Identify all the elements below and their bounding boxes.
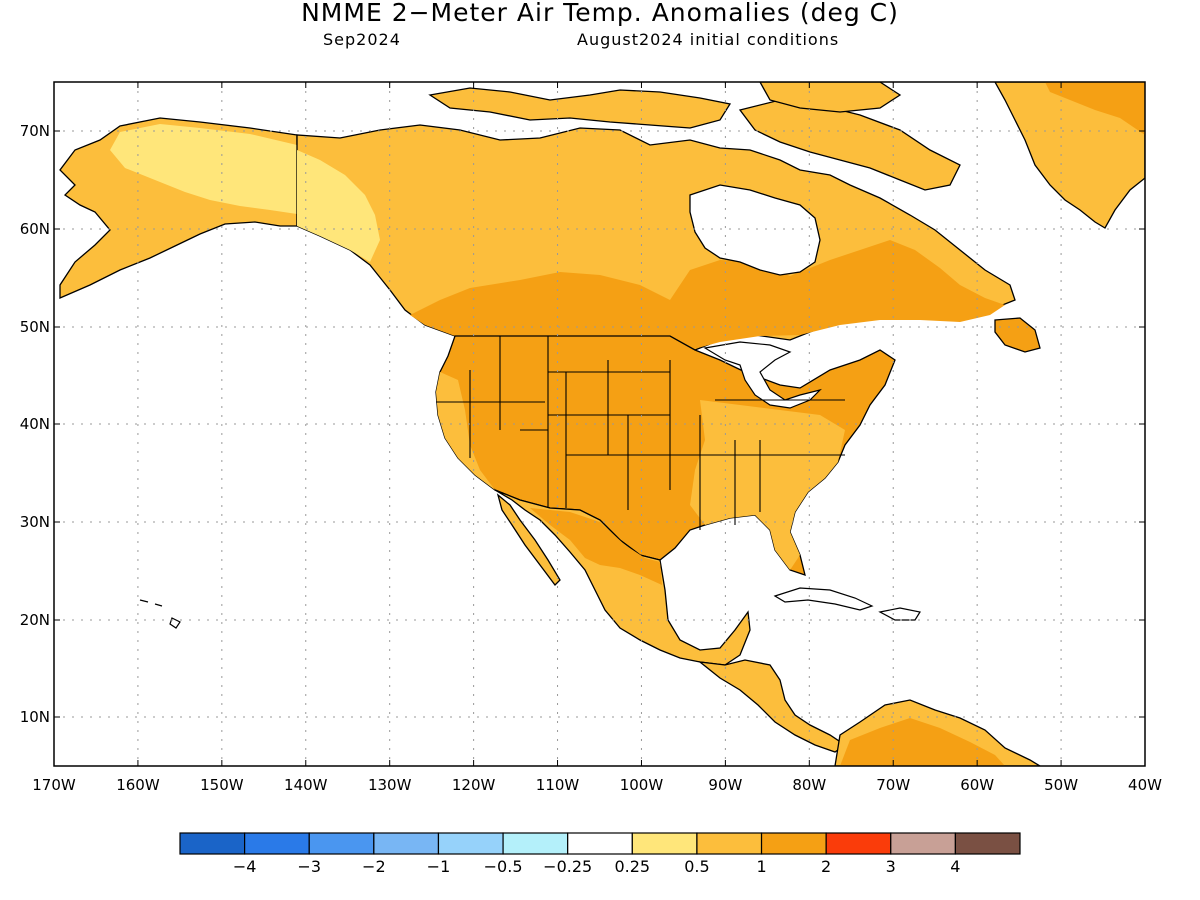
longitude-label: 60W bbox=[960, 776, 994, 794]
latitude-label: 70N bbox=[20, 122, 50, 140]
latitude-label: 20N bbox=[20, 611, 50, 629]
longitude-label: 100W bbox=[620, 776, 664, 794]
colorbar-label: −3 bbox=[297, 857, 321, 876]
alaska-cool-anomaly bbox=[110, 124, 297, 214]
southeast-usa-anomaly bbox=[690, 400, 845, 570]
hawaii-islands bbox=[139, 599, 181, 629]
colorbar bbox=[179, 832, 1021, 855]
colorbar-swatch bbox=[954, 832, 1021, 855]
colorbar-label: −1 bbox=[427, 857, 451, 876]
land-newfoundland bbox=[994, 317, 1041, 353]
colorbar-swatch bbox=[502, 832, 569, 855]
land-cuba bbox=[773, 587, 874, 611]
greenland-warm-anomaly bbox=[1045, 82, 1145, 135]
land-mexico bbox=[494, 489, 751, 666]
colorbar-label: 1 bbox=[756, 857, 766, 876]
longitude-label: 170W bbox=[32, 776, 76, 794]
great-lakes bbox=[703, 341, 822, 409]
colorbar-label: 3 bbox=[886, 857, 896, 876]
colorbar-label: −0.25 bbox=[543, 857, 592, 876]
colorbar-label: −2 bbox=[362, 857, 386, 876]
colorbar-swatch bbox=[567, 832, 633, 855]
colorbar-label: 2 bbox=[821, 857, 831, 876]
longitude-label: 120W bbox=[452, 776, 496, 794]
land-greenland bbox=[994, 82, 1145, 229]
colorbar-swatch bbox=[437, 832, 504, 855]
latitude-label: 30N bbox=[20, 513, 50, 531]
yukon-cool-anomaly bbox=[297, 150, 380, 262]
baja-california bbox=[496, 493, 561, 586]
latitude-labels: 70N 60N 50N 40N 30N 20N 10N bbox=[20, 122, 50, 726]
colorbar-swatch bbox=[308, 832, 375, 855]
longitude-label: 50W bbox=[1044, 776, 1078, 794]
colorbar-swatch bbox=[890, 832, 956, 855]
longitude-label: 160W bbox=[116, 776, 160, 794]
land-arctic-islands bbox=[428, 87, 732, 129]
land-hispaniola bbox=[878, 607, 921, 621]
longitude-label: 130W bbox=[368, 776, 412, 794]
longitude-label: 110W bbox=[536, 776, 580, 794]
longitude-label: 40W bbox=[1128, 776, 1162, 794]
map-area bbox=[54, 82, 1145, 766]
colorbar-label: 4 bbox=[950, 857, 960, 876]
colorbar-label: 0.5 bbox=[684, 857, 709, 876]
colorbar-swatch bbox=[760, 832, 827, 855]
colorbar-swatch bbox=[825, 832, 892, 855]
latitude-label: 50N bbox=[20, 318, 50, 336]
colorbar-swatch bbox=[244, 832, 310, 855]
axis-ticks bbox=[53, 82, 1146, 766]
map-title: NMME 2−Meter Air Temp. Anomalies (deg C) bbox=[301, 0, 899, 27]
longitude-label: 90W bbox=[708, 776, 742, 794]
longitude-labels: 170W 160W 150W 140W 130W 120W 110W 100W 90W 80W 70… bbox=[32, 776, 1162, 794]
south-america-warm-anomaly bbox=[840, 718, 1005, 766]
hudson-bay bbox=[689, 184, 821, 276]
colorbar-label: 0.25 bbox=[614, 857, 650, 876]
colorbar-swatch bbox=[179, 832, 246, 855]
graticule bbox=[54, 82, 1145, 766]
latitude-label: 40N bbox=[20, 415, 50, 433]
colorbar-labels: −4 −3 −2 −1 −0.5 −0.25 0.25 0.5 1 2 3 4 bbox=[233, 857, 961, 876]
land-central-america bbox=[697, 659, 847, 753]
longitude-label: 70W bbox=[876, 776, 910, 794]
latitude-label: 60N bbox=[20, 220, 50, 238]
longitude-label: 140W bbox=[284, 776, 328, 794]
land-ellesmere bbox=[759, 82, 902, 113]
colorbar-label: −0.5 bbox=[484, 857, 523, 876]
colorbar-swatch bbox=[373, 832, 440, 855]
longitude-label: 150W bbox=[200, 776, 244, 794]
colorbar-swatch bbox=[631, 832, 698, 855]
initial-conditions: August2024 initial conditions bbox=[577, 30, 840, 49]
state-boundaries bbox=[436, 336, 845, 530]
latitude-label: 10N bbox=[20, 708, 50, 726]
longitude-label: 80W bbox=[792, 776, 826, 794]
mexico-warm-anomaly bbox=[530, 508, 662, 585]
forecast-month: Sep2024 bbox=[323, 30, 401, 49]
colorbar-swatch bbox=[696, 832, 763, 855]
canada-warm-anomaly bbox=[410, 240, 1005, 350]
colorbar-label: −4 bbox=[233, 857, 257, 876]
